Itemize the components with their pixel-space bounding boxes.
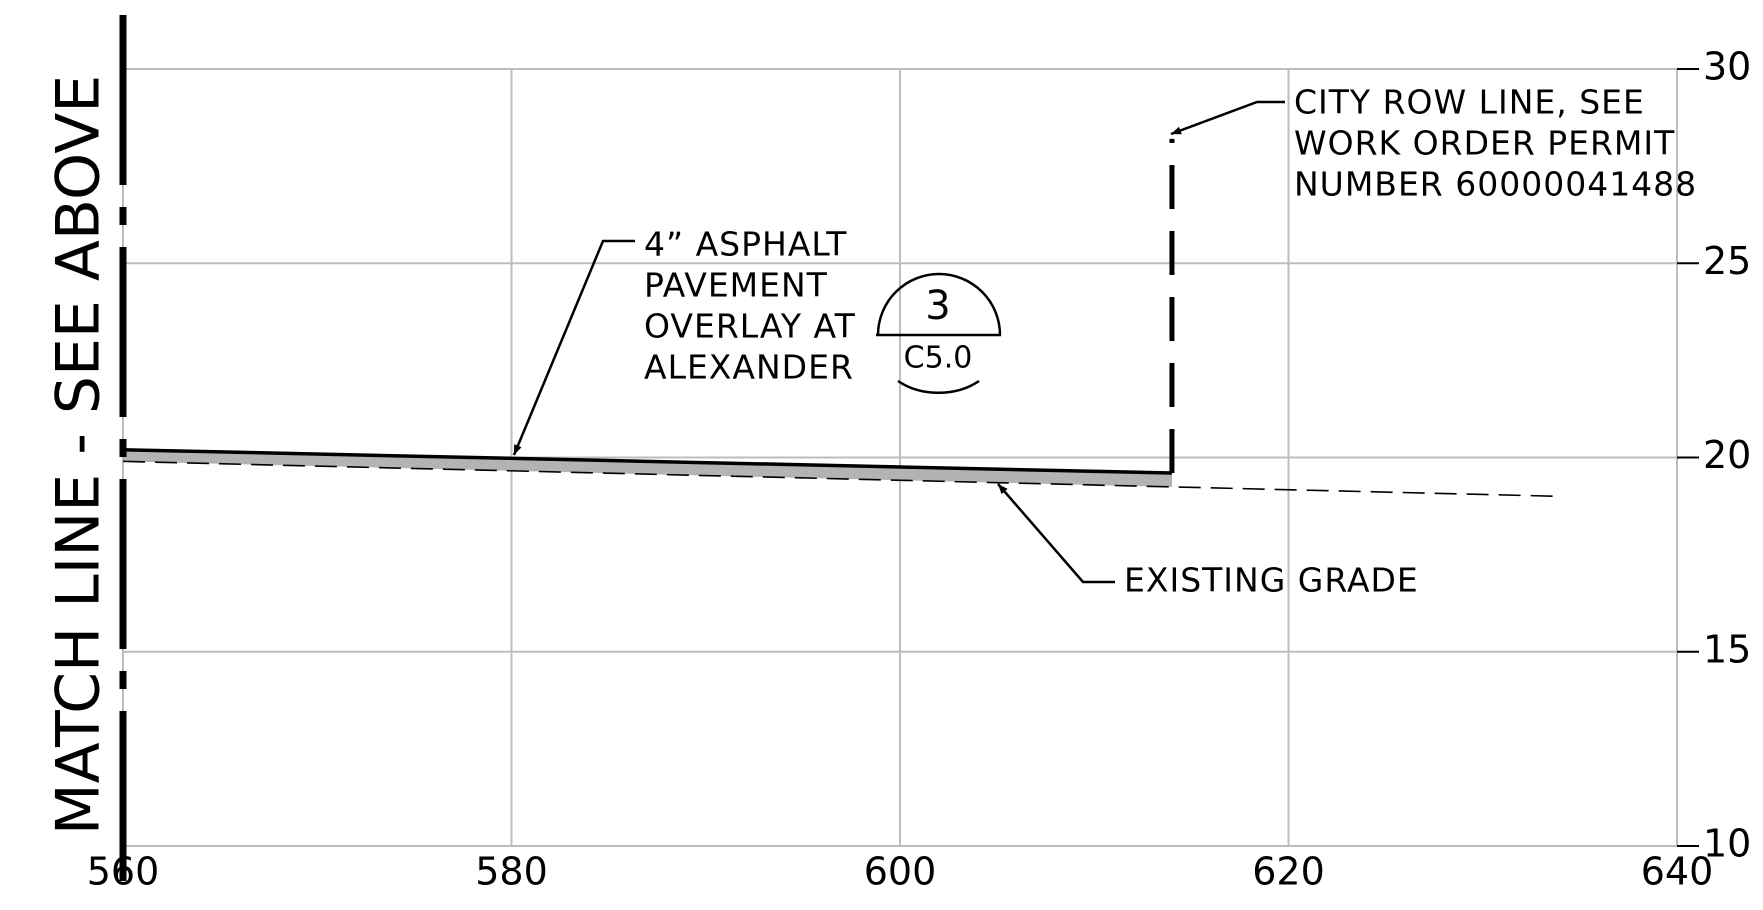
y-tick-label: 30 xyxy=(1703,45,1751,89)
annotation-line: EXISTING GRADE xyxy=(1124,561,1419,600)
grade-line xyxy=(122,460,1561,498)
x-tick-label: 580 xyxy=(475,850,548,894)
annotation-line: WORK ORDER PERMIT xyxy=(1294,124,1675,163)
y-tick-label: 15 xyxy=(1703,627,1751,671)
annotation-line: NUMBER 60000041488 xyxy=(1294,165,1697,204)
x-tick-label: 600 xyxy=(864,850,937,894)
leader xyxy=(997,483,1115,584)
detail-callout xyxy=(876,272,1002,395)
overlay-area xyxy=(123,449,1172,487)
x-tick-label: 640 xyxy=(1641,850,1714,894)
y-tick-label: 20 xyxy=(1703,433,1751,477)
y-tick-label: 25 xyxy=(1703,239,1751,283)
annotation-line: 4” ASPHALT xyxy=(644,225,847,264)
leader xyxy=(1170,100,1285,136)
annotation-line: OVERLAY AT xyxy=(644,307,856,346)
annotation-line: PAVEMENT xyxy=(644,266,828,305)
grid: 5605806006206401015202530 xyxy=(87,45,1752,894)
leader xyxy=(512,239,635,456)
grade-line xyxy=(122,447,1172,475)
annotation-line: ALEXANDER xyxy=(644,348,854,387)
callout-sheet: C5.0 xyxy=(904,341,973,376)
y-tick-label: 10 xyxy=(1703,822,1751,866)
callout-arc xyxy=(876,272,1002,336)
match-line-label: MATCH LINE - SEE ABOVE xyxy=(44,75,114,835)
x-tick-label: 620 xyxy=(1252,850,1325,894)
marks xyxy=(119,15,1561,885)
annotation-line: CITY ROW LINE, SEE xyxy=(1294,83,1645,122)
callout-arc xyxy=(897,379,980,395)
callout-number: 3 xyxy=(925,283,950,329)
